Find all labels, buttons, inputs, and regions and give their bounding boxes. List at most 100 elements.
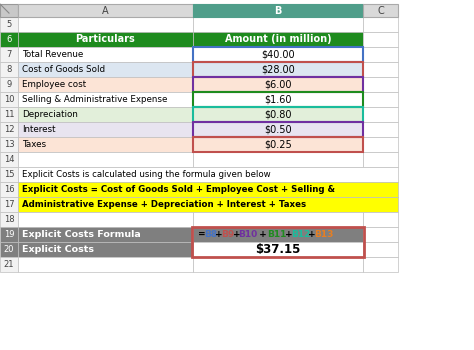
Bar bbox=[363, 32, 398, 47]
Bar bbox=[18, 197, 398, 212]
Bar bbox=[193, 62, 363, 77]
Bar bbox=[363, 137, 398, 152]
Text: 11: 11 bbox=[4, 110, 14, 119]
Bar bbox=[363, 4, 398, 17]
Text: 10: 10 bbox=[4, 95, 14, 104]
Text: Selling & Administrative Expense: Selling & Administrative Expense bbox=[22, 95, 167, 104]
Bar bbox=[193, 122, 363, 137]
Text: 14: 14 bbox=[4, 155, 14, 164]
Bar bbox=[193, 4, 363, 17]
Text: 15: 15 bbox=[4, 170, 14, 179]
Bar bbox=[0, 32, 18, 47]
Bar bbox=[0, 137, 18, 152]
Text: B9: B9 bbox=[221, 230, 235, 239]
Bar bbox=[0, 257, 18, 272]
Bar bbox=[193, 77, 363, 92]
Bar bbox=[363, 227, 398, 242]
Bar bbox=[193, 47, 363, 62]
Bar bbox=[18, 32, 193, 47]
Text: $0.50: $0.50 bbox=[264, 125, 292, 134]
Bar bbox=[193, 242, 363, 257]
Bar bbox=[193, 107, 363, 122]
Bar bbox=[193, 257, 363, 272]
Bar bbox=[363, 212, 398, 227]
Bar bbox=[18, 62, 193, 77]
Text: +: + bbox=[233, 230, 240, 239]
Bar bbox=[18, 242, 193, 257]
Text: Employee cost: Employee cost bbox=[22, 80, 86, 89]
Bar bbox=[18, 122, 193, 137]
Text: B11: B11 bbox=[268, 230, 287, 239]
Text: Amount (in million): Amount (in million) bbox=[225, 35, 331, 44]
Bar bbox=[363, 77, 398, 92]
Text: Total Revenue: Total Revenue bbox=[22, 50, 83, 59]
Text: $6.00: $6.00 bbox=[264, 79, 292, 90]
Bar bbox=[193, 227, 363, 242]
Text: 19: 19 bbox=[4, 230, 14, 239]
Text: $28.00: $28.00 bbox=[261, 64, 295, 75]
Text: 21: 21 bbox=[4, 260, 14, 269]
Text: C: C bbox=[377, 6, 384, 15]
Bar bbox=[18, 107, 193, 122]
Bar bbox=[0, 77, 18, 92]
Text: $0.80: $0.80 bbox=[264, 110, 292, 119]
Text: Explicit Costs: Explicit Costs bbox=[22, 245, 94, 254]
Bar bbox=[0, 152, 18, 167]
Bar bbox=[193, 212, 363, 227]
Text: Explicit Costs is calculated using the formula given below: Explicit Costs is calculated using the f… bbox=[22, 170, 271, 179]
Text: Taxes: Taxes bbox=[22, 140, 46, 149]
Text: 12: 12 bbox=[4, 125, 14, 134]
Text: +: + bbox=[256, 230, 267, 239]
Bar bbox=[193, 17, 363, 32]
Bar bbox=[18, 137, 193, 152]
Text: Interest: Interest bbox=[22, 125, 55, 134]
Text: $37.15: $37.15 bbox=[255, 243, 301, 256]
Bar bbox=[0, 227, 18, 242]
Bar bbox=[0, 47, 18, 62]
Text: +: + bbox=[285, 230, 292, 239]
Bar bbox=[193, 152, 363, 167]
Bar bbox=[193, 47, 363, 62]
Bar bbox=[363, 62, 398, 77]
Bar bbox=[193, 137, 363, 152]
Text: Particulars: Particulars bbox=[76, 35, 136, 44]
Bar bbox=[363, 257, 398, 272]
Bar bbox=[363, 107, 398, 122]
Bar bbox=[192, 227, 364, 257]
Text: $40.00: $40.00 bbox=[261, 49, 295, 60]
Text: 13: 13 bbox=[4, 140, 14, 149]
Bar bbox=[18, 212, 193, 227]
Bar bbox=[0, 197, 18, 212]
Text: Explicit Costs Formula: Explicit Costs Formula bbox=[22, 230, 141, 239]
Text: 5: 5 bbox=[6, 20, 12, 29]
Bar bbox=[193, 92, 363, 107]
Bar bbox=[18, 92, 193, 107]
Bar bbox=[363, 47, 398, 62]
Bar bbox=[18, 227, 193, 242]
Text: B13: B13 bbox=[314, 230, 333, 239]
Text: 9: 9 bbox=[6, 80, 12, 89]
Bar bbox=[18, 167, 398, 182]
Bar bbox=[0, 92, 18, 107]
Text: $0.25: $0.25 bbox=[264, 140, 292, 149]
Bar bbox=[363, 242, 398, 257]
Text: Administrative Expense + Depreciation + Interest + Taxes: Administrative Expense + Depreciation + … bbox=[22, 200, 306, 209]
Bar bbox=[0, 182, 18, 197]
Bar bbox=[18, 152, 193, 167]
Bar bbox=[193, 32, 363, 47]
Bar bbox=[0, 62, 18, 77]
Bar bbox=[193, 92, 363, 107]
Bar bbox=[0, 212, 18, 227]
Text: B12: B12 bbox=[291, 230, 310, 239]
Text: B: B bbox=[274, 6, 282, 15]
Bar bbox=[193, 137, 363, 152]
Bar bbox=[0, 122, 18, 137]
Bar bbox=[0, 242, 18, 257]
Text: 18: 18 bbox=[4, 215, 14, 224]
Bar bbox=[18, 77, 193, 92]
Text: A: A bbox=[102, 6, 109, 15]
Bar bbox=[0, 4, 18, 17]
Bar bbox=[193, 62, 363, 77]
Bar bbox=[0, 167, 18, 182]
Bar bbox=[18, 4, 193, 17]
